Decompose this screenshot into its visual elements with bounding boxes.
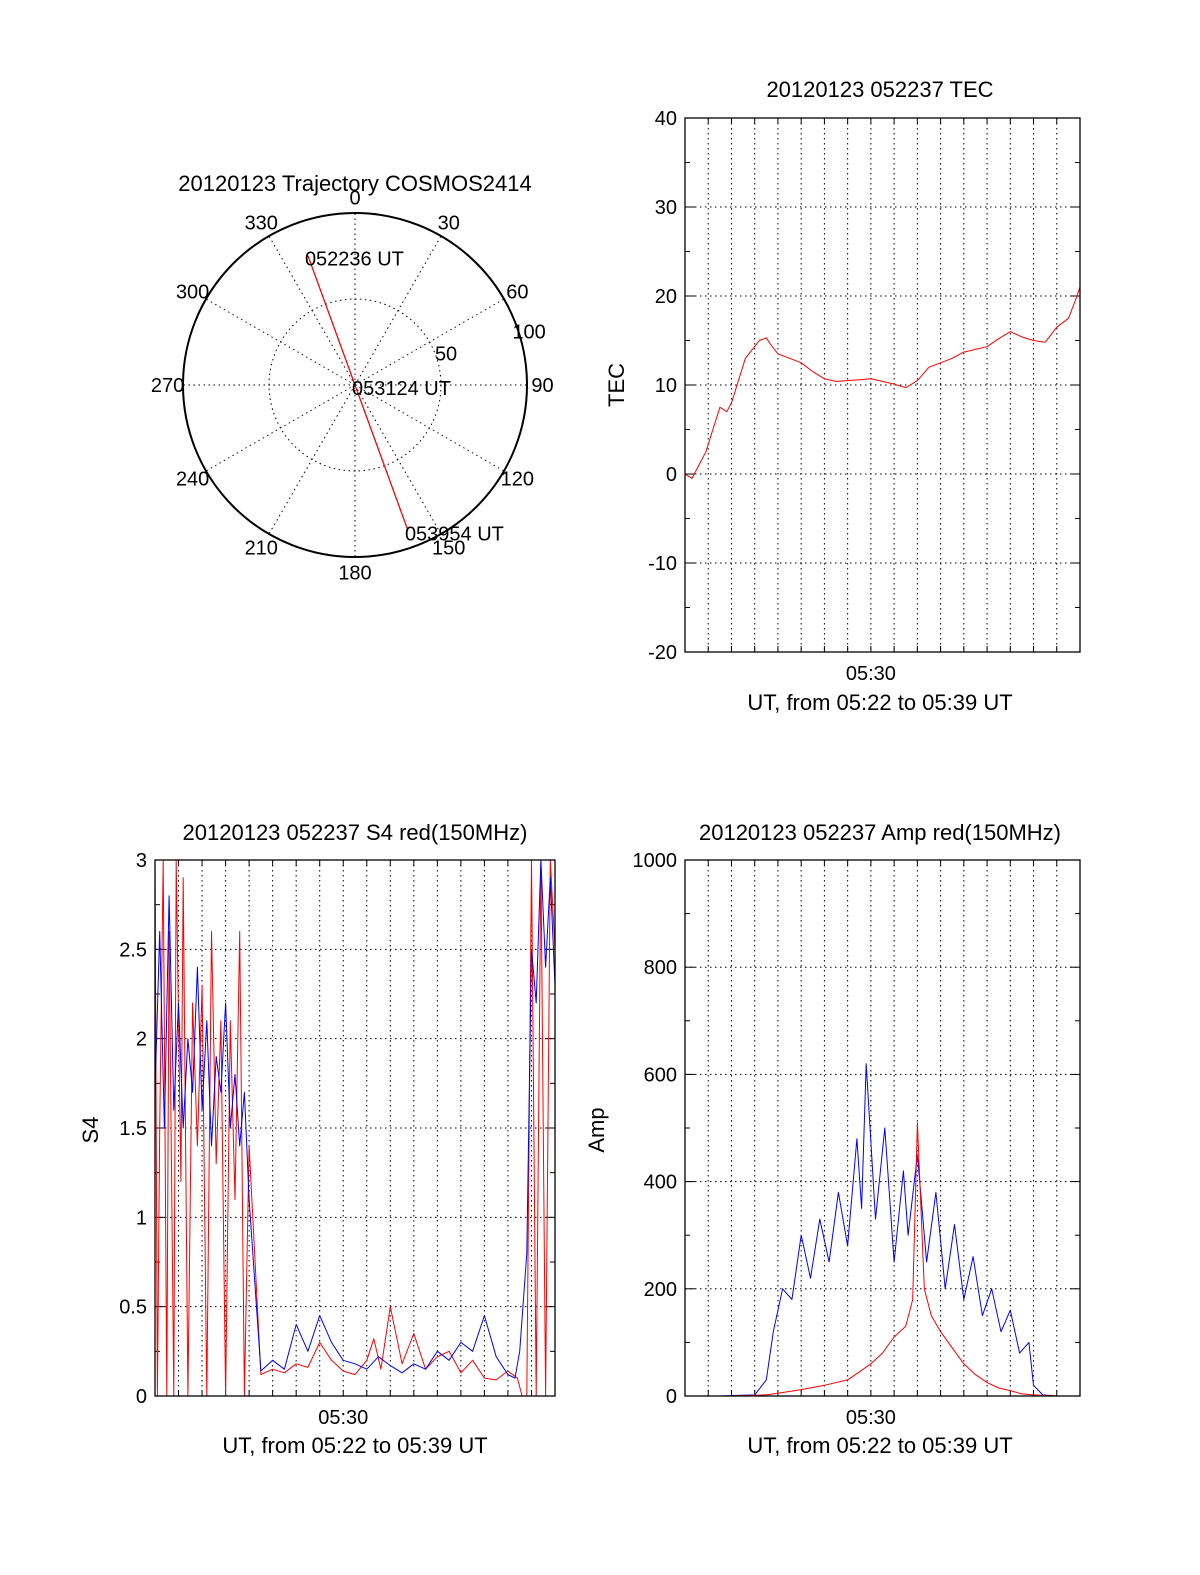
series-group — [685, 286, 1080, 479]
y-tick-label: 30 — [655, 197, 677, 219]
y-tick-label: 0 — [136, 1386, 147, 1408]
x-tick-label: 05:30 — [318, 1407, 368, 1429]
s4-panel: 20120123 052237 S4 red(150MHz) S4 UT, fr… — [78, 820, 556, 1458]
amp-ylabel: Amp — [584, 1107, 609, 1152]
polar-azimuth-label: 120 — [501, 469, 534, 491]
y-tick-label: 2 — [136, 1029, 147, 1051]
amp-xlabel: UT, from 05:22 to 05:39 UT — [747, 1433, 1012, 1458]
polar-azimuth-label: 210 — [245, 537, 278, 559]
trajectory-point-label: 053124 UT — [352, 378, 451, 400]
polar-azimuth-label: 240 — [176, 469, 209, 491]
polar-azimuth-label: 90 — [531, 375, 553, 397]
series-group — [685, 1063, 1080, 1396]
s4-title: 20120123 052237 S4 red(150MHz) — [183, 820, 528, 845]
polar-series: 052236 UT 053124 UT 053954 UT — [305, 249, 504, 546]
plot-frame — [684, 859, 1081, 1397]
y-tick-label: -20 — [648, 642, 677, 664]
polar-spoke — [205, 298, 356, 386]
y-tick-label: 40 — [655, 108, 677, 130]
plot-frame — [684, 117, 1081, 653]
series-group — [155, 860, 555, 1396]
y-tick-label: 3 — [136, 850, 147, 872]
y-tick-label: 1 — [136, 1207, 147, 1229]
y-tick-label: 0 — [666, 464, 677, 486]
s4-xlabel: UT, from 05:22 to 05:39 UT — [222, 1433, 487, 1458]
s4-axes: 0 0.5 1 1.5 2 2.5 3 05:30 — [119, 850, 556, 1429]
tec-panel: 20120123 052237 TEC TEC UT, from 05:22 t… — [604, 77, 1081, 715]
polar-spoke — [354, 384, 442, 535]
polar-azimuth-label: 150 — [432, 537, 465, 559]
series-line-red — [685, 286, 1080, 479]
y-tick-label: 800 — [644, 957, 677, 979]
series-line-red — [685, 1122, 1080, 1396]
polar-spoke — [354, 235, 442, 386]
y-tick-label: 0 — [666, 1386, 677, 1408]
y-tick-label: 2.5 — [119, 939, 147, 961]
polar-outer-circle — [182, 212, 528, 558]
s4-ylabel: S4 — [78, 1117, 103, 1144]
polar-azimuth-label: 60 — [506, 281, 528, 303]
y-tick-label: 200 — [644, 1279, 677, 1301]
trajectory-point-label: 053954 UT — [405, 523, 504, 545]
y-tick-label: 20 — [655, 286, 677, 308]
trajectory-panel: 20120123 Trajectory COSMOS2414 0 30 60 90 12… — [151, 171, 554, 584]
amp-title: 20120123 052237 Amp red(150MHz) — [699, 820, 1061, 845]
amp-axes: 0 200 400 600 800 1000 05:30 — [633, 850, 1081, 1429]
tec-ylabel: TEC — [604, 363, 629, 407]
y-tick-label: 10 — [655, 375, 677, 397]
y-tick-label: 1.5 — [119, 1118, 147, 1140]
polar-spoke — [354, 384, 505, 472]
y-tick-label: -10 — [648, 553, 677, 575]
polar-grid — [182, 212, 528, 558]
trajectory-point-label: 052236 UT — [305, 249, 404, 271]
polar-azimuth-label: 270 — [151, 375, 184, 397]
amp-panel: 20120123 052237 Amp red(150MHz) Amp UT, … — [584, 820, 1081, 1458]
polar-spoke — [268, 235, 356, 386]
x-tick-label: 05:30 — [846, 1407, 896, 1429]
series-line-blue — [155, 860, 555, 1379]
y-tick-label: 400 — [644, 1172, 677, 1194]
plot-frame — [154, 859, 556, 1397]
tec-xlabel: UT, from 05:22 to 05:39 UT — [747, 690, 1012, 715]
polar-azimuth-label: 300 — [176, 281, 209, 303]
y-tick-label: 600 — [644, 1064, 677, 1086]
y-tick-label: 1000 — [633, 850, 678, 872]
polar-labels: 0 30 60 90 120 150 180 210 240 270 300 330 50 100 — [151, 188, 554, 585]
polar-spoke — [354, 298, 505, 386]
trajectory-title: 20120123 Trajectory COSMOS2414 — [178, 171, 531, 196]
y-tick-label: 0.5 — [119, 1297, 147, 1319]
polar-radial-label: 50 — [435, 344, 457, 366]
polar-spoke — [205, 384, 356, 472]
series-line-blue — [685, 1063, 1080, 1396]
polar-azimuth-label: 30 — [438, 213, 460, 235]
x-tick-label: 05:30 — [846, 663, 896, 685]
trajectory-line — [307, 255, 409, 531]
polar-azimuth-label: 180 — [338, 562, 371, 584]
tec-axes: -20 -10 0 10 20 30 40 05:30 — [648, 108, 1081, 685]
tec-title: 20120123 052237 TEC — [766, 77, 993, 102]
polar-spoke — [268, 384, 356, 535]
polar-azimuth-label: 0 — [349, 188, 360, 210]
polar-azimuth-label: 330 — [245, 213, 278, 235]
polar-radial-label: 100 — [512, 321, 545, 343]
